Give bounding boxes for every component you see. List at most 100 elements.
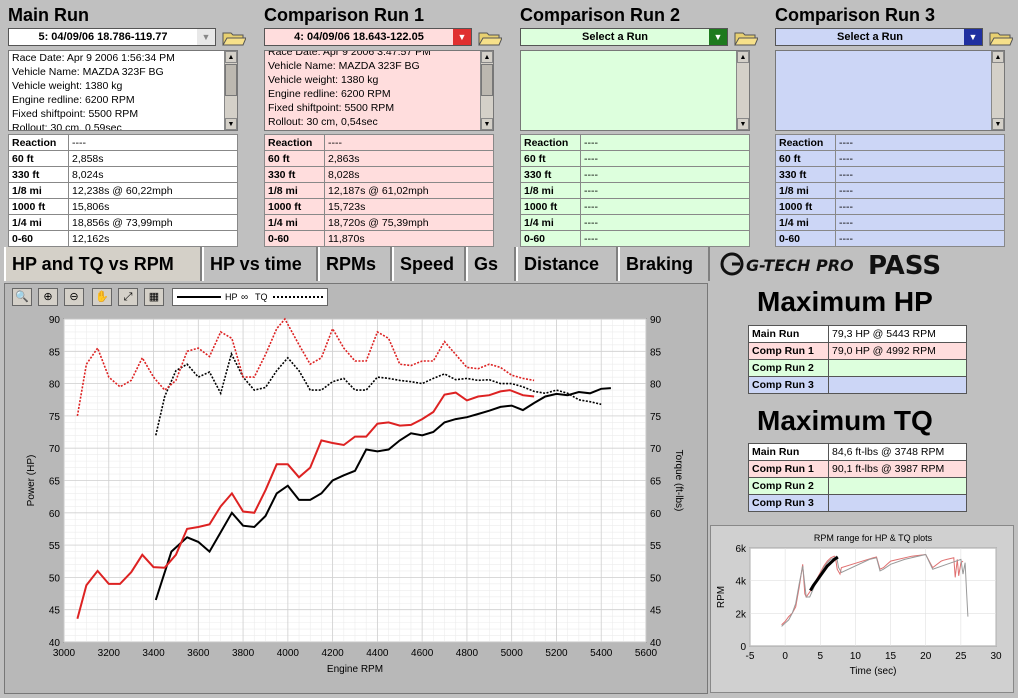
comparison-run-1-title: Comparison Run 1 xyxy=(264,5,425,25)
y2-axis-label: Torque (ft-lbs) xyxy=(673,450,684,512)
comparison-run-2-info-box[interactable]: ▲ ▼ xyxy=(520,50,750,131)
scroll-down-icon[interactable]: ▼ xyxy=(225,118,237,130)
time-value: 15,806s xyxy=(68,198,238,215)
table-row: Comp Run 2 xyxy=(748,477,967,495)
main-run-info-box[interactable]: Race Date: Apr 9 2006 1:56:34 PM Vehicle … xyxy=(8,50,238,131)
zoom-out-icon[interactable]: ⊖ xyxy=(64,288,84,306)
main-run-select[interactable]: 5: 04/09/06 18.786-119.77 ▼ xyxy=(8,28,216,46)
y2-tick-label: 60 xyxy=(650,509,662,520)
maximum-tq-table: Main Run 84,6 ft-lbs @ 3748 RPM Comp Run 1… xyxy=(748,443,967,512)
x-tick-label: -5 xyxy=(746,651,755,662)
y-tick-label: 6k xyxy=(735,544,747,555)
scroll-up-icon[interactable]: ▲ xyxy=(225,51,237,63)
max-run-label: Comp Run 1 xyxy=(748,342,829,360)
y2-tick-label: 85 xyxy=(650,347,662,358)
time-value: 18,720s @ 75,39mph xyxy=(324,214,494,231)
y2-tick-label: 80 xyxy=(650,380,662,391)
main-run-info-line: Vehicle Name: MAZDA 323F BG xyxy=(12,66,164,78)
rpm-range-chart[interactable]: RPM range for HP & TQ plots-5 0 5 10 15 20 25 3… xyxy=(712,528,1012,690)
gtech-pass-logo: G-TECH PRO PASS xyxy=(720,251,941,279)
chevron-down-icon[interactable]: ▼ xyxy=(709,29,727,45)
time-value: 8,024s xyxy=(68,166,238,183)
time-value: 12,187s @ 61,02mph xyxy=(324,182,494,199)
scroll-down-icon[interactable]: ▼ xyxy=(481,118,493,130)
comparison-run-2-selected-value: Select a Run xyxy=(581,31,649,43)
comparison-run-3-title: Comparison Run 3 xyxy=(775,5,936,25)
time-label: 0-60 xyxy=(775,230,836,247)
x-tick-label: 15 xyxy=(885,651,897,662)
maximum-tq-title: Maximum TQ xyxy=(757,405,933,436)
time-label: 330 ft xyxy=(520,166,581,183)
table-row: Main Run 84,6 ft-lbs @ 3748 RPM xyxy=(748,443,967,461)
comparison-run-1-select[interactable]: 4: 04/09/06 18.643-122.05 ▼ xyxy=(264,28,472,46)
table-row: 1000 ft 15,723s xyxy=(264,198,494,215)
zoom-in-icon[interactable]: ⊕ xyxy=(38,288,58,306)
time-value: ---- xyxy=(580,166,750,183)
chevron-down-icon[interactable]: ▼ xyxy=(964,29,982,45)
table-row: Reaction ---- xyxy=(8,134,238,151)
x-tick-label: 4800 xyxy=(456,648,479,659)
comparison-run-3-select[interactable]: Select a Run ▼ xyxy=(775,28,983,46)
time-label: 60 ft xyxy=(8,150,69,167)
hp-tq-vs-rpm-chart[interactable]: 3000 3200 3400 3600 3800 4000 4200 4400 4600 4800… xyxy=(6,310,706,686)
tab-braking[interactable]: Braking xyxy=(618,247,710,281)
comparison-run-2-info-scrollbar[interactable]: ▲ ▼ xyxy=(736,51,749,130)
comparison-run-3-info-scrollbar[interactable]: ▲ ▼ xyxy=(991,51,1004,130)
table-row: Reaction ---- xyxy=(520,134,750,151)
max-run-label: Comp Run 2 xyxy=(748,359,829,377)
main-run-info-line: Rollout: 30 cm, 0.59sec xyxy=(12,122,122,131)
x-tick-label: 4200 xyxy=(321,648,344,659)
open-folder-icon[interactable] xyxy=(478,30,502,46)
comparison-run-1-info-box[interactable]: Race Date: Apr 9 2006 3:47:57 PM Vehicle … xyxy=(264,50,494,131)
scroll-down-icon[interactable]: ▼ xyxy=(737,118,749,130)
scroll-down-icon[interactable]: ▼ xyxy=(992,118,1004,130)
x-tick-label: 5200 xyxy=(545,648,568,659)
plot-legend: HP ∞ TQ xyxy=(172,288,328,306)
open-folder-icon[interactable] xyxy=(734,30,758,46)
time-value: ---- xyxy=(835,182,1005,199)
time-label: Reaction xyxy=(775,134,836,151)
scroll-thumb[interactable] xyxy=(225,64,237,96)
comparison-run-1-info-scrollbar[interactable]: ▲ ▼ xyxy=(480,51,493,130)
tab-rpms[interactable]: RPMs xyxy=(318,247,392,281)
time-label: 0-60 xyxy=(264,230,325,247)
time-value: ---- xyxy=(580,134,750,151)
table-row: 0-60 11,870s xyxy=(264,230,494,247)
y-tick-label: 55 xyxy=(49,541,61,552)
scroll-up-icon[interactable]: ▲ xyxy=(992,51,1004,63)
open-folder-icon[interactable] xyxy=(222,30,246,46)
main-run-info-line: Vehicle weight: 1380 kg xyxy=(12,80,123,92)
table-row: Comp Run 3 xyxy=(748,376,967,394)
grid-icon[interactable]: ▦ xyxy=(144,288,164,306)
scroll-thumb[interactable] xyxy=(481,64,493,96)
max-value xyxy=(828,494,967,512)
fit-icon[interactable]: ⤢ xyxy=(118,288,138,306)
y2-tick-label: 90 xyxy=(650,315,662,326)
open-folder-icon[interactable] xyxy=(989,30,1013,46)
table-row: 330 ft 8,028s xyxy=(264,166,494,183)
max-value: 79,3 HP @ 5443 RPM xyxy=(828,325,967,343)
y2-tick-label: 55 xyxy=(650,541,662,552)
tab-distance[interactable]: Distance xyxy=(516,247,618,281)
tab-hp-vs-time[interactable]: HP vs time xyxy=(202,247,318,281)
y2-tick-label: 45 xyxy=(650,606,662,617)
max-value: 79,0 HP @ 4992 RPM xyxy=(828,342,967,360)
time-value: ---- xyxy=(580,230,750,247)
chevron-down-icon[interactable]: ▼ xyxy=(453,29,471,45)
x-tick-label: 5600 xyxy=(635,648,658,659)
tab-speed[interactable]: Speed xyxy=(392,247,466,281)
scroll-up-icon[interactable]: ▲ xyxy=(481,51,493,63)
main-run-info-scrollbar[interactable]: ▲ ▼ xyxy=(224,51,237,130)
tab-hp-tq-vs-rpm[interactable]: HP and TQ vs RPM xyxy=(4,247,202,281)
time-value: ---- xyxy=(835,166,1005,183)
tab-gs[interactable]: Gs xyxy=(466,247,516,281)
zoom-icon[interactable]: 🔍 xyxy=(12,288,32,306)
chevron-down-icon[interactable]: ▼ xyxy=(197,29,215,45)
main-run-info-line: Engine redline: 6200 RPM xyxy=(12,94,135,106)
comparison-run-2-select[interactable]: Select a Run ▼ xyxy=(520,28,728,46)
pan-hand-icon[interactable]: ✋ xyxy=(92,288,112,306)
comparison-run-3-info-box[interactable]: ▲ ▼ xyxy=(775,50,1005,131)
time-value: ---- xyxy=(580,182,750,199)
scroll-up-icon[interactable]: ▲ xyxy=(737,51,749,63)
max-run-label: Comp Run 3 xyxy=(748,494,829,512)
